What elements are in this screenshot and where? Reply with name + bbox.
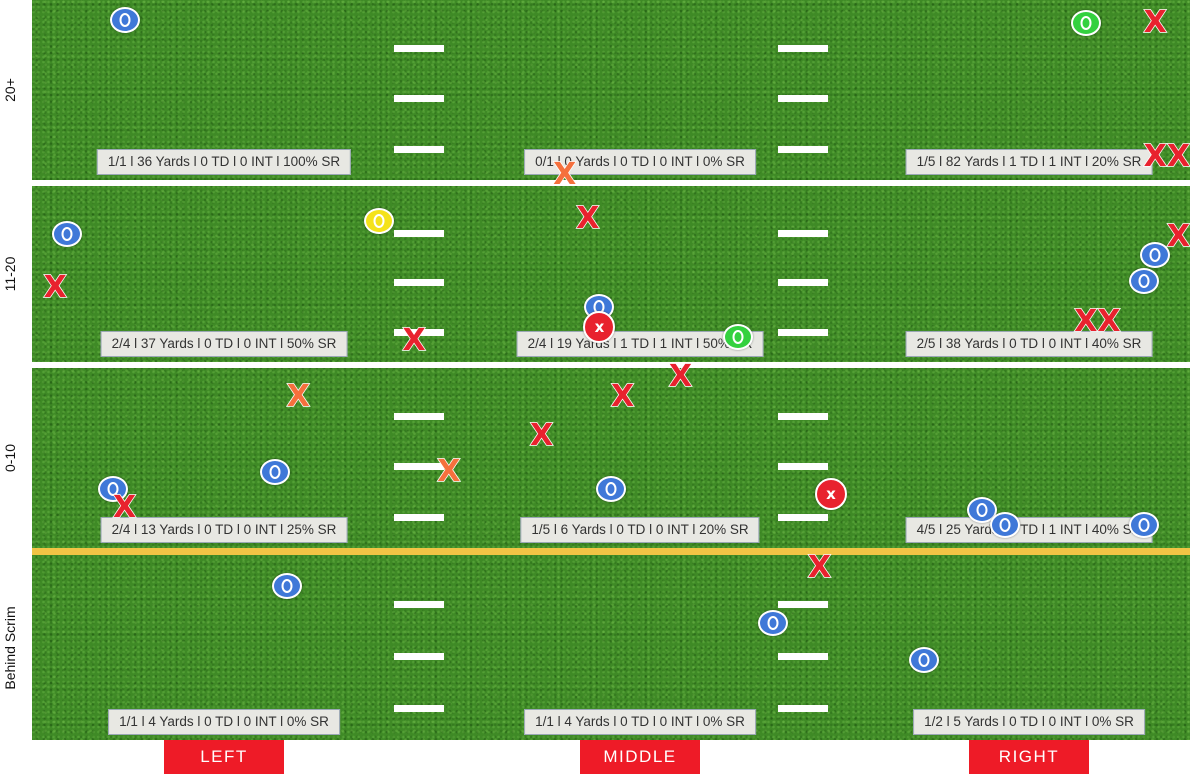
stat-box: 1/2 l 5 Yards l 0 TD l 0 INT l 0% SR (913, 709, 1145, 735)
incomplete-mark-x: X (807, 549, 832, 585)
hash-mark (394, 513, 444, 521)
football-field: 1/1 l 36 Yards l 0 TD l 0 INT l 100% SR 0… (32, 0, 1190, 740)
incomplete-mark-x: X (1143, 5, 1168, 41)
complete-mark-o (364, 208, 395, 235)
row-label-intermediate: 11-20 (2, 256, 18, 292)
complete-mark-o (1140, 241, 1171, 268)
complete-mark-o (758, 610, 789, 637)
row-label-short: 0-10 (2, 443, 18, 473)
hash-mark (394, 463, 444, 471)
hash-mark (394, 653, 444, 661)
incomplete-mark-x: X (437, 454, 462, 490)
complete-mark-o (51, 220, 82, 247)
incomplete-mark-x: X (1143, 138, 1168, 174)
stat-box: 1/5 l 82 Yards l 1 TD l 1 INT l 20% SR (905, 149, 1153, 175)
complete-mark-o (98, 475, 129, 502)
stat-box: 1/5 l 6 Yards l 0 TD l 0 INT l 20% SR (520, 517, 760, 543)
hash-mark (778, 95, 828, 103)
stat-box: 1/1 l 4 Yards l 0 TD l 0 INT l 0% SR (524, 709, 756, 735)
incomplete-mark-x: X (402, 322, 427, 358)
hash-mark (394, 230, 444, 237)
hash-mark (394, 145, 444, 153)
line-of-scrimmage (32, 548, 1190, 555)
hash-mark (778, 45, 828, 52)
complete-mark-o (723, 324, 754, 351)
hash-mark (394, 45, 444, 52)
hash-mark (778, 328, 828, 336)
stat-box: 1/1 l 36 Yards l 0 TD l 0 INT l 100% SR (96, 149, 352, 175)
incomplete-mark-x: X (112, 490, 137, 526)
interception-mark: x (583, 310, 616, 343)
incomplete-mark-x: X (529, 418, 554, 454)
hash-mark (778, 704, 828, 712)
hash-mark (778, 279, 828, 287)
incomplete-mark-x: X (286, 378, 311, 414)
hash-mark (394, 601, 444, 609)
zone-divider (32, 362, 1190, 368)
hash-mark (394, 413, 444, 420)
complete-mark-o (271, 573, 302, 600)
incomplete-mark-x: X (1073, 303, 1098, 339)
complete-mark-o (260, 459, 291, 486)
incomplete-mark-x: X (43, 270, 68, 306)
hash-mark (778, 145, 828, 153)
incomplete-mark-x: X (1097, 303, 1122, 339)
stat-box: 0/1 l 0 Yards l 0 TD l 0 INT l 0% SR (524, 149, 756, 175)
complete-mark-o (1128, 511, 1159, 538)
stat-box: 2/4 l 37 Yards l 0 TD l 0 INT l 50% SR (100, 331, 348, 357)
hash-mark (778, 653, 828, 661)
stat-box: 2/4 l 19 Yards l 1 TD l 1 INT l 50% SR (516, 331, 764, 357)
hash-mark (778, 463, 828, 471)
incomplete-mark-x: X (576, 201, 601, 237)
hash-mark (778, 230, 828, 237)
interception-mark: x (815, 478, 848, 510)
row-label-behind-scrim: Behind Scrim (2, 605, 18, 690)
incomplete-mark-x: X (668, 359, 693, 394)
stat-box: 4/5 l 25 Yards l 0 TD l 1 INT l 40% SR (905, 517, 1153, 543)
complete-mark-o (1128, 268, 1159, 295)
complete-mark-o (109, 6, 140, 33)
stat-box: 2/5 l 38 Yards l 0 TD l 0 INT l 40% SR (905, 331, 1153, 357)
stat-box: 1/1 l 4 Yards l 0 TD l 0 INT l 0% SR (108, 709, 340, 735)
stat-box: 2/4 l 13 Yards l 0 TD l 0 INT l 25% SR (100, 517, 348, 543)
complete-mark-o (908, 647, 939, 674)
incomplete-mark-x: X (552, 156, 577, 192)
row-label-deep: 20+ (2, 78, 18, 102)
complete-mark-o (1070, 10, 1101, 37)
incomplete-mark-x: X (1166, 219, 1190, 255)
column-button-left[interactable]: LEFT (164, 740, 284, 774)
complete-mark-o (596, 475, 626, 502)
incomplete-mark-x: X (1166, 138, 1190, 174)
hash-mark (778, 601, 828, 609)
hash-mark (394, 328, 444, 336)
incomplete-mark-x: X (610, 378, 635, 414)
hash-mark (778, 413, 828, 420)
column-button-right[interactable]: RIGHT (969, 740, 1089, 774)
hash-mark (778, 513, 828, 521)
column-button-middle[interactable]: MIDDLE (580, 740, 700, 774)
hash-mark (394, 704, 444, 712)
hash-mark (394, 279, 444, 287)
complete-mark-o (989, 511, 1020, 538)
zone-divider (32, 180, 1190, 186)
hash-mark (394, 95, 444, 103)
